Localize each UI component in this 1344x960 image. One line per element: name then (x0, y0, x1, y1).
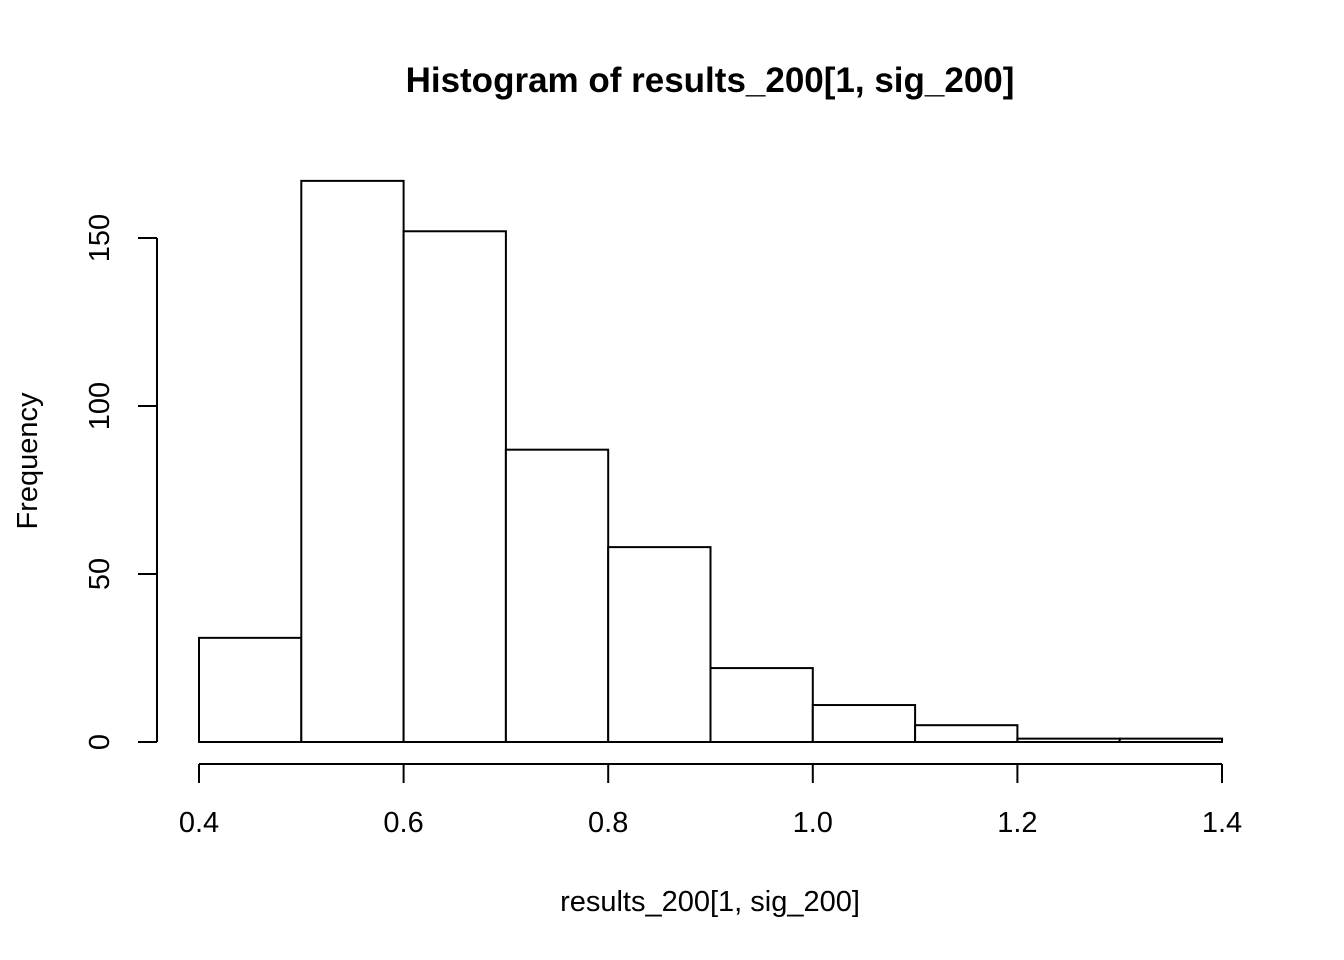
histogram-bar-4 (607, 546, 712, 743)
y-axis: 0 50 100 150 (84, 214, 158, 750)
x-tick-label-2: 0.8 (588, 807, 628, 839)
y-tick-label-0: 0 (84, 734, 116, 750)
histogram-bar-0 (198, 636, 303, 744)
histogram-bar-3 (504, 448, 610, 743)
y-tick-label-3: 150 (84, 214, 116, 262)
x-tick-label-5: 1.4 (1202, 807, 1242, 839)
y-tick-label-1: 50 (84, 558, 116, 590)
histogram-bar-2 (402, 230, 507, 743)
histogram-bar-7 (914, 724, 1019, 744)
bars-group (198, 179, 1223, 744)
histogram-bar-8 (1016, 737, 1121, 744)
x-tick-label-1: 0.6 (383, 807, 423, 839)
histogram-bar-6 (811, 704, 917, 743)
y-axis-label: Frequency (12, 392, 44, 530)
histogram-bar-9 (1118, 737, 1223, 744)
histogram-bar-1 (300, 179, 405, 743)
y-tick-label-2: 100 (84, 382, 116, 430)
x-tick-label-0: 0.4 (179, 807, 219, 839)
x-tick-label-4: 1.2 (997, 807, 1037, 839)
chart-title: Histogram of results_200[1, sig_200] (406, 61, 1015, 100)
histogram-bar-5 (709, 667, 814, 744)
x-axis-label: results_200[1, sig_200] (560, 886, 860, 918)
x-axis: 0.4 0.6 0.8 1.0 1.2 1.4 (179, 763, 1242, 839)
x-tick-label-3: 1.0 (793, 807, 833, 839)
